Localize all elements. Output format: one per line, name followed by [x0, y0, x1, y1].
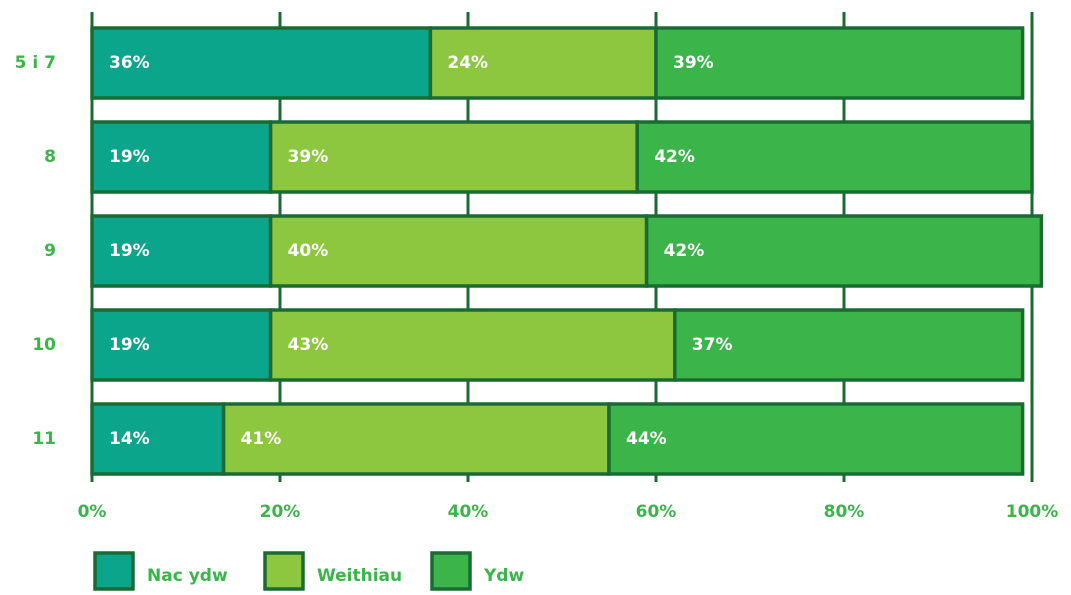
bar-segment — [654, 26, 1025, 100]
value-label: 19% — [109, 147, 150, 167]
bar-segment — [90, 120, 273, 194]
value-label: 39% — [673, 53, 714, 73]
value-label: 40% — [288, 241, 329, 261]
x-tick-label: 40% — [448, 502, 489, 522]
bar-segment — [673, 308, 1025, 382]
x-tick-label: 20% — [260, 502, 301, 522]
value-label: 43% — [288, 335, 329, 355]
legend-label: Ydw — [483, 566, 524, 586]
value-label: 39% — [288, 147, 329, 167]
value-label: 19% — [109, 241, 150, 261]
bar-segment — [268, 120, 639, 194]
bar-segment — [268, 308, 677, 382]
x-tick-label: 60% — [636, 502, 677, 522]
bar-segment — [635, 120, 1034, 194]
value-label: 36% — [109, 53, 150, 73]
bar-segment — [90, 308, 273, 382]
bar-segment — [90, 402, 226, 476]
x-tick-label: 0% — [78, 502, 107, 522]
value-label: 14% — [109, 429, 150, 449]
x-tick-label: 100% — [1006, 502, 1059, 522]
value-label: 37% — [692, 335, 733, 355]
y-tick-label: 9 — [44, 241, 56, 261]
bar-segment — [644, 214, 1044, 288]
value-label: 24% — [447, 53, 488, 73]
value-label: 42% — [654, 147, 695, 167]
y-tick-label: 5 i 7 — [15, 53, 56, 73]
bar-segment — [607, 402, 1025, 476]
y-tick-label: 10 — [32, 335, 56, 355]
legend-swatch — [93, 551, 135, 591]
bar-segment — [221, 402, 611, 476]
y-tick-label: 11 — [32, 429, 56, 449]
legend-label: Nac ydw — [147, 566, 228, 586]
value-label: 41% — [241, 429, 282, 449]
legend-swatch — [430, 551, 472, 591]
legend-label: Weithiau — [317, 566, 402, 586]
value-label: 44% — [626, 429, 667, 449]
legend-swatch — [263, 551, 305, 591]
bar-segment — [90, 26, 433, 100]
bar-segment — [268, 214, 649, 288]
value-label: 42% — [664, 241, 705, 261]
value-label: 19% — [109, 335, 150, 355]
x-tick-label: 80% — [824, 502, 865, 522]
y-tick-label: 8 — [44, 147, 56, 167]
bar-segment — [90, 214, 273, 288]
